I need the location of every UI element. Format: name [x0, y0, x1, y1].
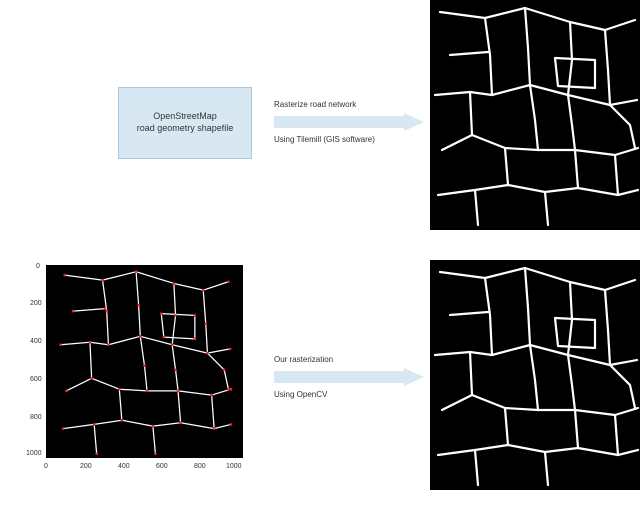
- osm-shapefile-box: OpenStreetMap road geometry shapefile: [118, 87, 252, 159]
- arrow2-shaft: [274, 371, 404, 383]
- plot-area: [46, 265, 243, 458]
- arrow1-label-bottom: Using Tilemill (GIS software): [274, 135, 434, 144]
- osm-box-line1: OpenStreetMap: [137, 111, 234, 123]
- xtick-5: 1000: [226, 463, 242, 470]
- ytick-2: 400: [30, 338, 42, 345]
- arrow2-label-top: Our rasterization: [274, 355, 434, 364]
- arrow1-label-top: Rasterize road network: [274, 100, 434, 109]
- xtick-0: 0: [44, 463, 48, 470]
- opencv-output-image: [430, 260, 640, 490]
- arrow2-label-bottom: Using OpenCV: [274, 390, 434, 399]
- ytick-0: 0: [36, 263, 40, 270]
- row-rasterize-opencv: 0 200 400 600 800 1000 0 200 400 600 800…: [0, 260, 640, 500]
- ytick-5: 1000: [26, 450, 42, 457]
- arrow2-head: [404, 368, 424, 386]
- row-rasterize-tilemill: OpenStreetMap road geometry shapefile Ra…: [0, 0, 640, 240]
- opencv-input-plot: 0 200 400 600 800 1000 0 200 400 600 800…: [18, 260, 248, 480]
- xtick-4: 800: [194, 463, 206, 470]
- ytick-1: 200: [30, 300, 42, 307]
- xtick-3: 600: [156, 463, 168, 470]
- arrow1-head: [404, 113, 424, 131]
- tilemill-output-image: [430, 0, 640, 230]
- xtick-1: 200: [80, 463, 92, 470]
- osm-box-line2: road geometry shapefile: [137, 123, 234, 135]
- arrow1: [274, 113, 424, 131]
- arrow1-shaft: [274, 116, 404, 128]
- arrow2: [274, 368, 424, 386]
- ytick-4: 800: [30, 414, 42, 421]
- xtick-2: 400: [118, 463, 130, 470]
- ytick-3: 600: [30, 376, 42, 383]
